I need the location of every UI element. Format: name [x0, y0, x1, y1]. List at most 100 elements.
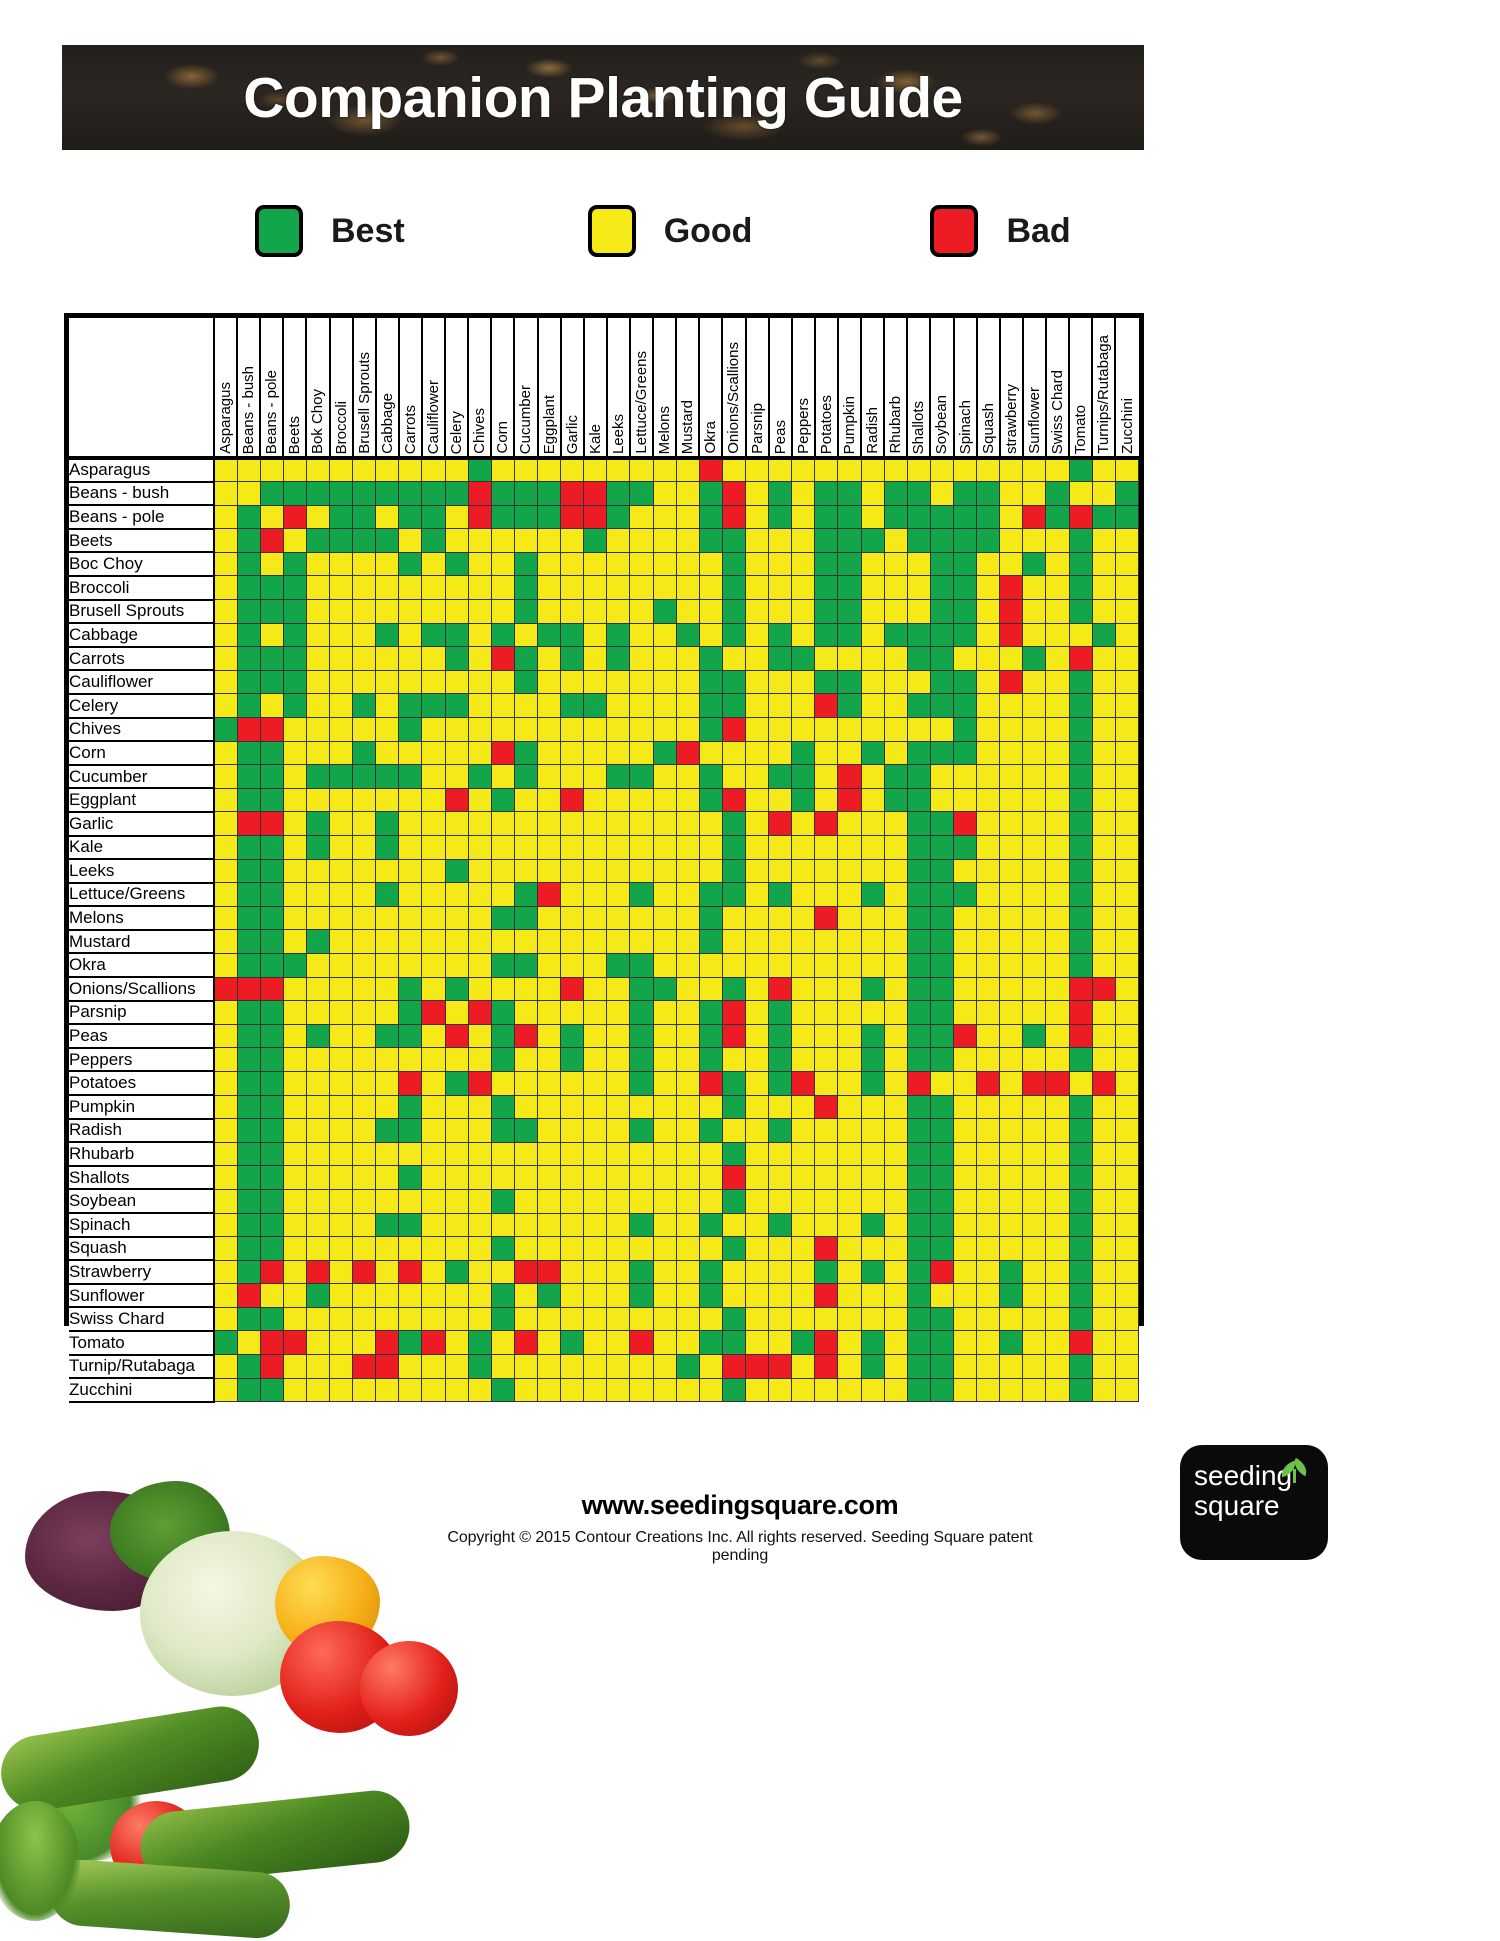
matrix-cell [791, 481, 816, 506]
matrix-cell [976, 1141, 1001, 1167]
matrix-cell [583, 1283, 608, 1308]
matrix-cell [976, 622, 1001, 648]
matrix-cell [1091, 1377, 1116, 1403]
website-url[interactable]: www.seedingsquare.com [581, 1490, 899, 1520]
matrix-cell [490, 1283, 515, 1308]
matrix-cell [791, 504, 816, 530]
table-row: Cauliflower [69, 669, 1140, 695]
legend: Best Good Bad [255, 200, 1071, 262]
matrix-cell [490, 787, 515, 813]
matrix-cell [259, 551, 284, 577]
table-row: Turnip/Rutabaga [69, 1353, 1140, 1380]
matrix-cell [721, 1023, 747, 1049]
matrix-cell [236, 1283, 261, 1308]
matrix-cell [952, 528, 978, 553]
matrix-cell [952, 1070, 978, 1096]
matrix-cell [352, 1165, 377, 1190]
matrix-cell [976, 1259, 1001, 1285]
table-row: Rhubarb [69, 1141, 1140, 1167]
matrix-cell [236, 858, 261, 884]
matrix-cell [976, 787, 1001, 813]
matrix-cell [467, 1259, 492, 1285]
column-header: Potatoes [813, 318, 838, 460]
matrix-cell [490, 646, 515, 671]
matrix-cell [1114, 551, 1140, 577]
matrix-cell [814, 528, 839, 553]
matrix-cell [444, 1094, 469, 1120]
matrix-cell [675, 929, 700, 954]
matrix-cell [444, 717, 469, 742]
matrix-cell [768, 1094, 793, 1120]
matrix-cell [906, 528, 931, 553]
matrix-cell [1022, 1354, 1047, 1379]
matrix-cell [490, 1330, 515, 1356]
matrix-cell [282, 976, 307, 1002]
matrix-cell [282, 504, 307, 530]
matrix-cell [768, 1000, 793, 1025]
matrix-cell [444, 1354, 469, 1379]
matrix-cell [352, 693, 377, 719]
matrix-cell [675, 528, 700, 553]
matrix-cell [398, 1236, 423, 1261]
matrix-cell [952, 504, 978, 530]
matrix-cell [906, 504, 931, 530]
brand-line-1: seeding [1194, 1460, 1293, 1491]
row-header: Onions/Scallions [69, 976, 215, 1002]
matrix-cell [721, 1283, 747, 1308]
matrix-cell [583, 1306, 608, 1332]
column-header: Broccoli [328, 318, 353, 460]
matrix-cell [398, 1094, 423, 1120]
table-row: Sunflower [69, 1282, 1140, 1309]
matrix-cell [768, 1118, 793, 1143]
matrix-cell [745, 504, 770, 530]
matrix-cell [606, 481, 631, 506]
matrix-cell [860, 646, 885, 671]
matrix-cell [606, 1047, 631, 1072]
matrix-cell [421, 1047, 446, 1072]
matrix-cell [352, 1094, 377, 1120]
matrix-cell [929, 481, 955, 506]
matrix-cell [398, 1188, 423, 1214]
matrix-cell [952, 1354, 978, 1379]
matrix-cell [352, 1212, 377, 1238]
matrix-cell [883, 764, 908, 789]
matrix-cell [583, 1330, 608, 1356]
matrix-cell [675, 952, 700, 978]
matrix-cell [259, 1283, 284, 1308]
matrix-cell [952, 1330, 978, 1356]
matrix-cell [513, 1141, 539, 1167]
matrix-cell [352, 1354, 377, 1379]
matrix-cell [259, 905, 284, 931]
matrix-cell [583, 740, 608, 766]
matrix-cell [259, 504, 284, 530]
matrix-cell [745, 1118, 770, 1143]
matrix-cell [537, 952, 562, 978]
matrix-cell [791, 693, 816, 719]
matrix-cell [375, 1188, 400, 1214]
column-header-label: Eggplant [540, 394, 558, 454]
sprout-icon [1278, 1457, 1311, 1485]
matrix-cell [883, 622, 908, 648]
matrix-cell [583, 693, 608, 719]
matrix-cell [976, 1118, 1001, 1143]
matrix-cell [259, 599, 284, 624]
matrix-cell [560, 882, 585, 907]
matrix-cell [999, 457, 1024, 483]
matrix-cell [999, 1023, 1024, 1049]
matrix-cell [444, 882, 469, 907]
column-header: Onions/Scallions [721, 318, 746, 460]
matrix-cell [444, 811, 469, 836]
matrix-cell [629, 457, 654, 483]
matrix-cell [259, 764, 284, 789]
matrix-cell [698, 457, 723, 483]
column-header-label: Chives [471, 408, 489, 454]
matrix-cell [814, 1377, 839, 1403]
matrix-cell [952, 669, 978, 695]
matrix-cell [768, 1023, 793, 1049]
matrix-cell [675, 882, 700, 907]
matrix-cell [490, 929, 515, 954]
matrix-cell [1045, 929, 1070, 954]
matrix-cell [698, 835, 723, 860]
table-row: Shallots [69, 1164, 1140, 1191]
